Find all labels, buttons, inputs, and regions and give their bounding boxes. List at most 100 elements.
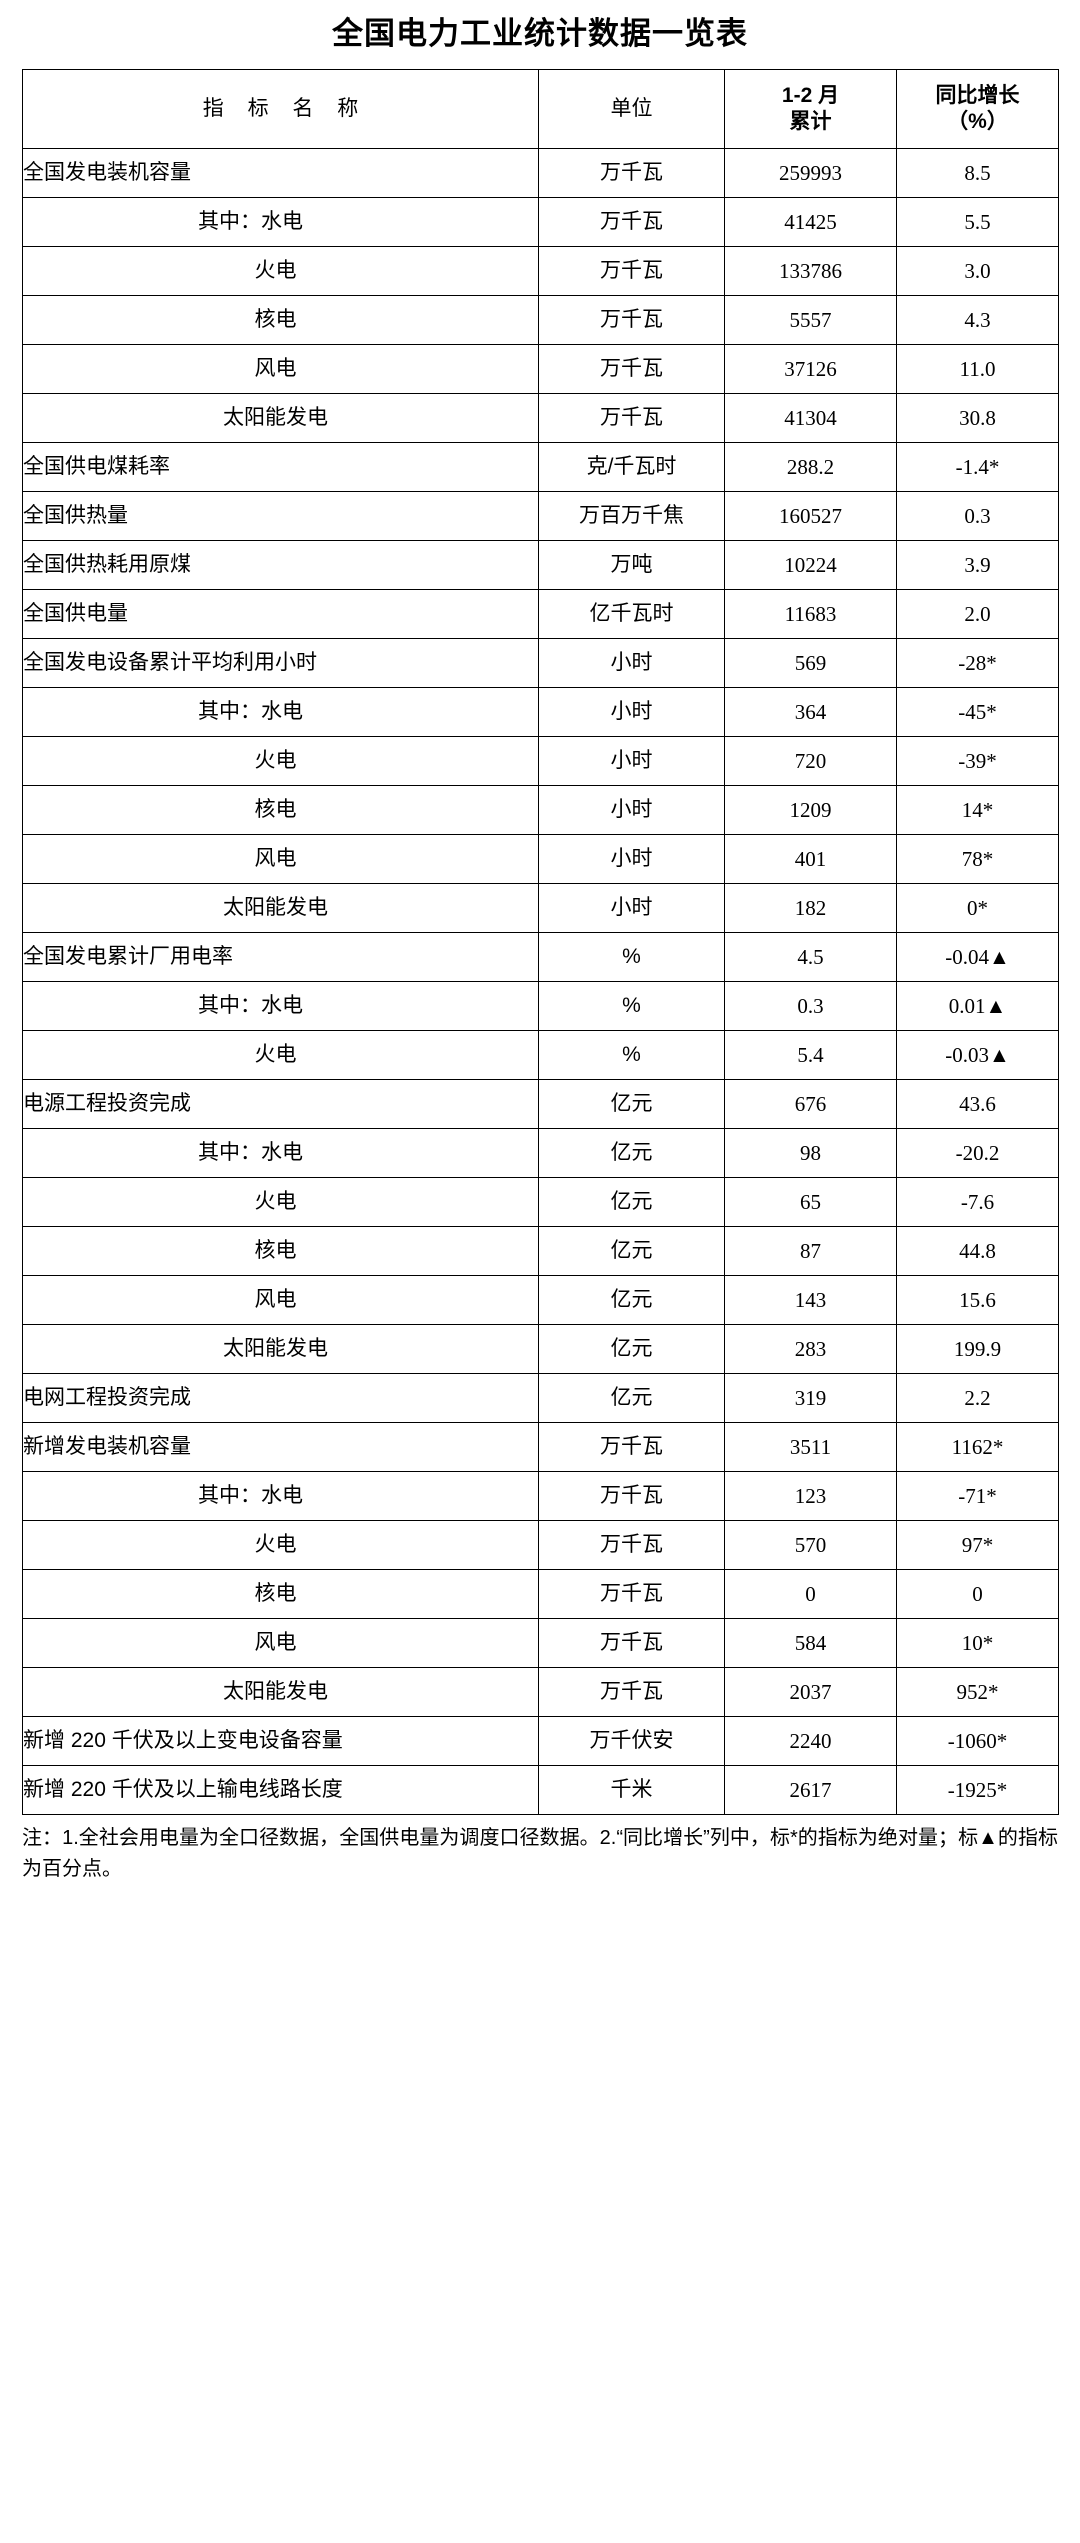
cell-unit: 亿元 <box>538 1226 725 1276</box>
cell-value: 182 <box>724 883 897 933</box>
cell-unit: 亿元 <box>538 1275 725 1325</box>
cell-value: 160527 <box>724 491 897 541</box>
cell-indicator: 风电 <box>22 834 539 884</box>
cell-value: 676 <box>724 1079 897 1129</box>
cell-growth: 43.6 <box>896 1079 1059 1129</box>
table-row: 火电 亿元 65 -7.6 <box>22 1177 1059 1227</box>
cell-value: 4.5 <box>724 932 897 982</box>
cell-value: 41425 <box>724 197 897 247</box>
cell-unit: 万千伏安 <box>538 1716 725 1766</box>
cell-value: 143 <box>724 1275 897 1325</box>
cell-unit: 亿元 <box>538 1177 725 1227</box>
column-header-growth-line2: （%） <box>947 110 1008 133</box>
table-row: 全国供电量 亿千瓦时 11683 2.0 <box>22 589 1059 639</box>
table-row: 其中：水电 小时 364 -45* <box>22 687 1059 737</box>
cell-value: 3511 <box>724 1422 897 1472</box>
cell-indicator: 全国发电累计厂用电率 <box>22 932 539 982</box>
cell-growth: 97* <box>896 1520 1059 1570</box>
cell-growth: -20.2 <box>896 1128 1059 1178</box>
cell-value: 2617 <box>724 1765 897 1815</box>
cell-growth: 10* <box>896 1618 1059 1668</box>
cell-unit: 亿元 <box>538 1079 725 1129</box>
cell-unit: 万千瓦 <box>538 344 725 394</box>
table-row: 全国发电装机容量 万千瓦 259993 8.5 <box>22 148 1059 198</box>
column-header-period: 1-2 月 累计 <box>724 69 897 149</box>
cell-growth: -71* <box>896 1471 1059 1521</box>
cell-growth: -1.4* <box>896 442 1059 492</box>
table-row: 太阳能发电 小时 182 0* <box>22 883 1059 933</box>
cell-growth: -0.04▲ <box>896 932 1059 982</box>
column-header-period-line2: 累计 <box>789 110 832 133</box>
cell-unit: 万千瓦 <box>538 1569 725 1619</box>
cell-value: 65 <box>724 1177 897 1227</box>
table-body: 全国发电装机容量 万千瓦 259993 8.5 其中：水电 万千瓦 41425 5.5 火电 万千… <box>22 148 1059 1815</box>
column-header-unit: 单位 <box>538 69 725 149</box>
cell-unit: 万千瓦 <box>538 1520 725 1570</box>
cell-growth: 44.8 <box>896 1226 1059 1276</box>
header-row: 指 标 名 称 单位 1-2 月 累计 同比增长 （%） <box>22 69 1059 149</box>
cell-unit: 克/千瓦时 <box>538 442 725 492</box>
cell-value: 288.2 <box>724 442 897 492</box>
cell-indicator: 核电 <box>22 785 539 835</box>
cell-indicator: 全国供热量 <box>22 491 539 541</box>
cell-unit: 万百万千焦 <box>538 491 725 541</box>
cell-growth: 199.9 <box>896 1324 1059 1374</box>
cell-value: 570 <box>724 1520 897 1570</box>
cell-indicator: 新增发电装机容量 <box>22 1422 539 1472</box>
table-row: 电源工程投资完成 亿元 676 43.6 <box>22 1079 1059 1129</box>
table-row: 太阳能发电 亿元 283 199.9 <box>22 1324 1059 1374</box>
table-row: 全国供热耗用原煤 万吨 10224 3.9 <box>22 540 1059 590</box>
cell-value: 123 <box>724 1471 897 1521</box>
cell-indicator: 风电 <box>22 344 539 394</box>
table-row: 核电 小时 1209 14* <box>22 785 1059 835</box>
table-header: 指 标 名 称 单位 1-2 月 累计 同比增长 （%） <box>22 69 1059 149</box>
cell-value: 87 <box>724 1226 897 1276</box>
cell-indicator: 全国供热耗用原煤 <box>22 540 539 590</box>
cell-unit: % <box>538 981 725 1031</box>
cell-indicator: 电网工程投资完成 <box>22 1373 539 1423</box>
cell-unit: 万千瓦 <box>538 148 725 198</box>
cell-growth: 2.2 <box>896 1373 1059 1423</box>
cell-value: 41304 <box>724 393 897 443</box>
cell-unit: % <box>538 932 725 982</box>
cell-unit: 小时 <box>538 834 725 884</box>
cell-value: 37126 <box>724 344 897 394</box>
cell-unit: 小时 <box>538 638 725 688</box>
cell-unit: 亿元 <box>538 1128 725 1178</box>
cell-value: 5.4 <box>724 1030 897 1080</box>
table-row: 其中：水电% 0.3 0.01▲ <box>22 981 1059 1031</box>
cell-growth: 3.9 <box>896 540 1059 590</box>
table-row: 全国发电设备累计平均利用小时 小时 569 -28* <box>22 638 1059 688</box>
column-header-indicator: 指 标 名 称 <box>22 69 539 149</box>
cell-value: 98 <box>724 1128 897 1178</box>
cell-indicator: 火电 <box>22 246 539 296</box>
table-row: 其中：水电 万千瓦 41425 5.5 <box>22 197 1059 247</box>
cell-value: 1209 <box>724 785 897 835</box>
table-note: 注：1.全社会用电量为全口径数据，全国供电量为调度口径数据。2.“同比增长”列中… <box>22 1827 1058 1880</box>
table-row: 全国发电累计厂用电率% 4.5 -0.04▲ <box>22 932 1059 982</box>
cell-indicator: 核电 <box>22 1226 539 1276</box>
cell-value: 133786 <box>724 246 897 296</box>
cell-indicator: 太阳能发电 <box>22 883 539 933</box>
cell-indicator: 全国发电装机容量 <box>22 148 539 198</box>
table-row: 太阳能发电 万千瓦 2037 952* <box>22 1667 1059 1717</box>
column-header-period-line1: 1-2 月 <box>781 83 840 107</box>
column-header-growth-line1: 同比增长 <box>935 83 1020 107</box>
table-row: 新增发电装机容量 万千瓦 3511 1162* <box>22 1422 1059 1472</box>
cell-growth: 0* <box>896 883 1059 933</box>
cell-growth: 30.8 <box>896 393 1059 443</box>
cell-unit: 万千瓦 <box>538 1422 725 1472</box>
cell-value: 283 <box>724 1324 897 1374</box>
cell-growth: 15.6 <box>896 1275 1059 1325</box>
cell-unit: 小时 <box>538 883 725 933</box>
cell-indicator: 火电 <box>22 1177 539 1227</box>
cell-indicator: 其中：水电 <box>22 1128 539 1178</box>
cell-growth: 4.3 <box>896 295 1059 345</box>
cell-growth: -28* <box>896 638 1059 688</box>
cell-unit: 万千瓦 <box>538 1667 725 1717</box>
cell-indicator: 核电 <box>22 1569 539 1619</box>
cell-growth: -39* <box>896 736 1059 786</box>
table-row: 全国供电煤耗率 克/千瓦时 288.2 -1.4* <box>22 442 1059 492</box>
cell-value: 11683 <box>724 589 897 639</box>
cell-unit: 万千瓦 <box>538 246 725 296</box>
